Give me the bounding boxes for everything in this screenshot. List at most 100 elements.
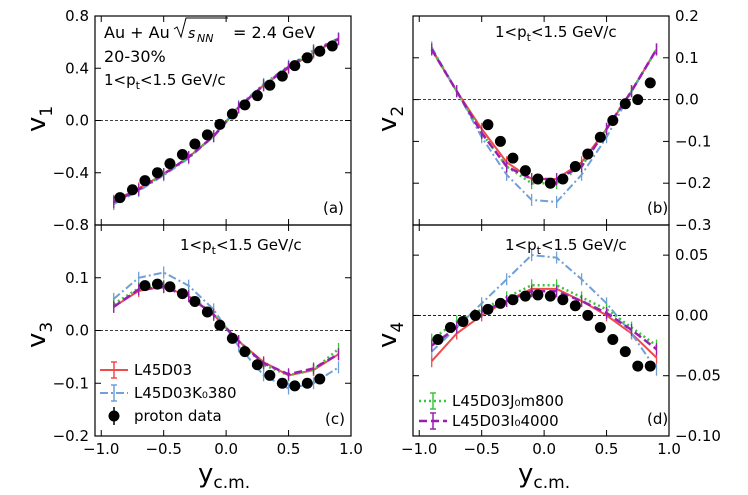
panel-b-v2: −0.3 −0.2 −0.1 0.0 0.1 0.2 1<pt<1.5 GeV/c (b) xyxy=(412,7,711,234)
panel-d-xtick-label: 0.5 xyxy=(595,440,619,458)
data-point-proton xyxy=(139,175,151,187)
panel-a-energy: = 2.4 GeV xyxy=(233,23,315,42)
data-point-proton xyxy=(289,380,301,392)
panel-d-ytick-label: 0.00 xyxy=(675,306,708,324)
data-point-proton xyxy=(301,377,313,389)
data-point-proton xyxy=(314,373,326,385)
series-line-L45D03J0m800 xyxy=(113,284,340,377)
data-point-proton xyxy=(139,280,151,292)
ylabel-v4: v4 xyxy=(373,322,408,348)
data-point-proton xyxy=(632,360,644,372)
series-line-L45D03K0380 xyxy=(113,271,340,390)
data-point-proton xyxy=(126,184,138,196)
data-point-proton xyxy=(557,294,569,306)
panel-c-xtick-label: 0.0 xyxy=(214,440,238,458)
data-point-proton xyxy=(507,152,519,164)
panel-c-ytick-label: 0.0 xyxy=(65,322,89,340)
series-line-L45D03I04000 xyxy=(430,290,658,351)
panel-b-ytick-label: 0.2 xyxy=(675,7,699,25)
panel-c-frame xyxy=(94,224,352,437)
panel-a-centrality: 20-30% xyxy=(104,47,166,66)
panel-b-frame xyxy=(412,15,670,226)
data-point-proton xyxy=(239,99,251,111)
panel-c-ytick-label: 0.1 xyxy=(65,269,89,287)
data-point-proton xyxy=(314,45,326,57)
data-point-proton xyxy=(569,160,581,172)
panel-d-xtick-label: −0.5 xyxy=(463,440,499,458)
series-line-L45D03K0380 xyxy=(431,254,658,371)
data-point-proton xyxy=(582,309,594,321)
panel-a-v1: −0.8 −0.4 0.0 0.4 0.8 Au + Au s NN = 2.4 GeV… xyxy=(53,7,352,234)
panel-d-xtick-label: −1.0 xyxy=(401,440,437,458)
legend-label-proton-data: proton data xyxy=(134,407,222,425)
data-point-proton xyxy=(214,118,226,130)
panel-d-xtick-label: 0.0 xyxy=(532,440,556,458)
data-point-proton xyxy=(619,98,631,110)
data-point-proton xyxy=(276,70,288,82)
data-point-proton xyxy=(619,346,631,358)
xlabel-right: yc.m. xyxy=(518,459,570,493)
panel-a-ytick-label: 0.8 xyxy=(65,7,89,25)
ylabel-v1: v1 xyxy=(22,106,57,132)
series-line-L45D03I04000 xyxy=(112,285,340,376)
data-point-proton xyxy=(239,346,251,358)
data-point-proton xyxy=(532,289,544,301)
data-point-proton xyxy=(594,131,606,143)
data-point-proton xyxy=(289,60,301,72)
data-point-proton xyxy=(226,108,238,120)
panel-d-legend: L45D03J₀m800 L45D03I₀4000 xyxy=(419,392,564,430)
data-point-proton xyxy=(644,77,656,89)
panel-d-xtick-label: 1.0 xyxy=(657,440,681,458)
data-point-proton xyxy=(519,290,531,302)
data-point-proton xyxy=(164,281,176,293)
panel-d-label: (d) xyxy=(647,410,668,428)
legend-entry-L45D03J0m800: L45D03J₀m800 xyxy=(419,392,564,410)
series-line-L45D03I04000 xyxy=(430,48,658,181)
legend-label-L45D03I04000: L45D03I₀4000 xyxy=(452,412,559,430)
panel-c-xtick-label: 1.0 xyxy=(339,440,363,458)
panel-d-ytick-label: −0.10 xyxy=(675,427,721,445)
data-point-proton xyxy=(176,288,188,300)
panel-a-pt-range: 1<pt<1.5 GeV/c xyxy=(104,71,226,92)
data-point-proton xyxy=(276,377,288,389)
panel-b-ytick-label: −0.2 xyxy=(675,174,711,192)
panel-d-v4: −0.10 −0.05 0.00 0.05 −1.0 −0.5 0.0 0.5 1.0 1<pt… xyxy=(401,224,721,458)
series-line-L45D03J0m800 xyxy=(430,284,658,347)
data-point-proton xyxy=(251,359,263,371)
data-point-proton xyxy=(226,332,238,344)
legend-label-L45D03J0m800: L45D03J₀m800 xyxy=(452,392,564,410)
panel-c-xtick-label: −1.0 xyxy=(83,440,119,458)
panel-c-v3: −0.2 −0.1 0.0 0.1 −1.0 −0.5 0.0 0.5 1.0 1<pt<1.5… xyxy=(53,224,363,458)
data-point-proton xyxy=(532,173,544,185)
data-point-proton xyxy=(176,148,188,160)
data-point-proton xyxy=(544,177,556,189)
panel-a-sqrt-nn: NN xyxy=(197,32,213,45)
ylabel-v3: v3 xyxy=(22,322,57,348)
data-point-proton xyxy=(457,315,469,327)
data-point-proton xyxy=(582,148,594,160)
panel-d-pt-range: 1<pt<1.5 GeV/c xyxy=(505,236,627,257)
series-line-L45D03 xyxy=(430,48,658,180)
panel-c-ytick-label: −0.2 xyxy=(53,427,89,445)
data-point-proton xyxy=(482,303,494,315)
panel-a-sqrt-s: s xyxy=(188,26,195,42)
data-point-proton xyxy=(544,290,556,302)
data-point-proton xyxy=(644,360,656,372)
panel-c-ytick-label: −0.1 xyxy=(53,374,89,392)
panel-d-frame xyxy=(412,224,670,437)
data-point-proton xyxy=(201,306,213,318)
data-point-proton xyxy=(189,295,201,307)
panel-a-label: (a) xyxy=(323,199,344,217)
legend-entry-proton-data: proton data xyxy=(108,407,222,425)
data-point-proton xyxy=(607,115,619,126)
data-point-proton xyxy=(632,94,644,106)
panel-b-ytick-label: −0.3 xyxy=(675,216,711,234)
panel-b-ytick-label: 0.0 xyxy=(675,91,699,109)
panel-a-ytick-label: 0.0 xyxy=(65,112,89,130)
data-point-proton xyxy=(557,173,569,185)
panel-c-xtick-label: 0.5 xyxy=(277,440,301,458)
data-point-proton xyxy=(494,135,506,147)
data-point-proton xyxy=(507,294,519,306)
panel-b-pt-range: 1<pt<1.5 GeV/c xyxy=(495,23,617,44)
